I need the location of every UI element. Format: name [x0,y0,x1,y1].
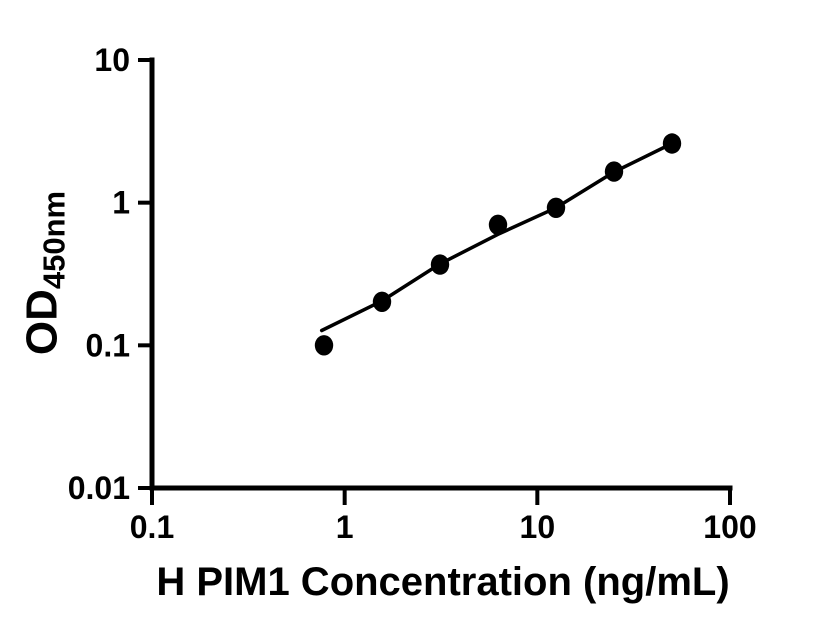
x-axis-tick-label: 100 [703,509,756,545]
y-axis-tick-label: 10 [94,42,130,78]
y-axis-tick-label: 1 [112,185,130,221]
y-axis-title-subscript: 450nm [36,190,72,290]
y-axis-tick-label: 0.01 [68,470,130,506]
data-point [662,133,682,154]
data-point [488,214,508,235]
y-axis-title-main: OD [17,289,67,356]
data-point [314,335,334,356]
y-axis-title: OD450nm [17,190,72,356]
x-axis-title: H PIM1 Concentration (ng/mL) [156,560,730,604]
x-axis-tick-label: 10 [520,509,556,545]
data-point [372,291,392,312]
y-axis-tick-label: 0.1 [86,327,130,363]
x-axis-tick-label: 0.1 [130,509,174,545]
data-point [546,197,566,218]
data-point [430,254,450,275]
x-axis-tick-label: 1 [336,509,354,545]
data-point [604,161,624,182]
